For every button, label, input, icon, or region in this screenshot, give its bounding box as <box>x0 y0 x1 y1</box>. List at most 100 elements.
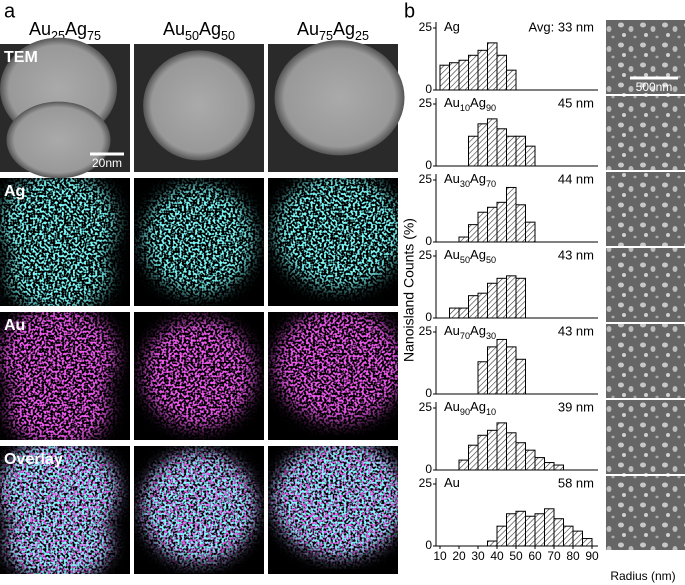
y-tick-label: 25 <box>419 400 433 414</box>
element-map <box>268 446 398 574</box>
y-tick-label: 25 <box>419 20 433 34</box>
bar <box>525 515 536 547</box>
panel-label: b <box>404 0 415 22</box>
y-tick-label: 25 <box>419 476 433 490</box>
bar <box>496 201 507 243</box>
panel-label: a <box>4 0 16 22</box>
bar <box>496 338 507 395</box>
element-map <box>0 446 130 574</box>
bar <box>468 444 479 471</box>
row-label: Au <box>4 317 25 334</box>
particle <box>274 40 405 156</box>
x-tick-label: 70 <box>547 549 561 563</box>
sem-image <box>606 248 685 322</box>
sem-image <box>606 400 685 474</box>
x-tick-label: 80 <box>566 549 580 563</box>
bar <box>496 422 507 471</box>
histogram-title: Au30Ag70 <box>444 171 496 189</box>
sem-image <box>606 324 685 398</box>
image-cell <box>134 44 264 172</box>
y-tick-label: 0 <box>425 462 432 476</box>
x-tick-label: 90 <box>585 549 599 563</box>
image-cell <box>268 446 398 574</box>
bar <box>458 459 469 471</box>
element-map <box>134 446 264 574</box>
bar <box>477 292 488 319</box>
bar <box>496 277 507 319</box>
row-label: Ag <box>4 183 25 200</box>
bar <box>477 49 488 91</box>
histogram: 0 25 Au70Ag30 43 nm <box>419 323 685 400</box>
column-header: Au75Ag25 <box>297 19 369 44</box>
bar <box>515 358 526 395</box>
bar <box>525 145 536 167</box>
bar <box>487 282 498 319</box>
sem-image <box>606 476 685 550</box>
bar <box>506 186 517 243</box>
annotation: 45 nm <box>558 95 594 110</box>
histogram: 0 25 Au10Ag90 45 nm <box>419 95 685 172</box>
bar <box>515 277 526 319</box>
bar <box>515 510 526 547</box>
bar <box>506 69 517 91</box>
bar <box>506 135 517 167</box>
annotation: 58 nm <box>558 475 594 490</box>
histogram-title: Au <box>444 475 460 490</box>
bar <box>477 211 488 243</box>
y-tick-label: 0 <box>425 538 432 552</box>
bar <box>525 221 536 243</box>
annotation: 43 nm <box>558 247 594 262</box>
y-tick-label: 0 <box>425 158 432 172</box>
bar <box>487 540 498 547</box>
bar <box>477 123 488 167</box>
bar <box>487 118 498 167</box>
x-tick-label: 10 <box>433 549 447 563</box>
bar <box>487 42 498 91</box>
image-cell <box>134 178 264 306</box>
y-tick-label: 25 <box>419 324 433 338</box>
histogram-title: Au10Ag90 <box>444 95 496 113</box>
bar <box>449 62 460 91</box>
y-tick-label: 25 <box>419 248 433 262</box>
x-axis-label: Radius (nm) <box>610 569 675 583</box>
image-cell <box>268 178 398 306</box>
element-map <box>268 178 398 306</box>
histogram: 0 25 Au90Ag10 39 nm <box>419 399 685 476</box>
annotation: Avg: 33 nm <box>528 19 594 34</box>
bar <box>534 457 545 471</box>
histogram: 0 25 Au 58 nm 10 20 30 40 50 60 70 80 90 <box>419 475 685 563</box>
histogram: 0 25 Au50Ag50 43 nm <box>419 247 685 324</box>
bar <box>515 442 526 471</box>
element-map <box>268 312 398 440</box>
histogram-title: Au70Ag30 <box>444 323 496 341</box>
scale-bar-label: 500nm <box>636 80 673 94</box>
bar <box>468 224 479 243</box>
y-tick-label: 0 <box>425 234 432 248</box>
row-label: Overlay <box>4 451 63 468</box>
bar <box>506 275 517 319</box>
bar <box>506 513 517 547</box>
panel-a: a Au25Ag75 TEM Ag Au Overlay Au50Ag50 Au75Ag25 2… <box>0 0 405 574</box>
bar <box>468 295 479 319</box>
y-axis-label: Nanoisland Counts (%) <box>401 218 417 362</box>
column-header: Au25Ag75 <box>29 19 101 44</box>
bar <box>496 525 507 547</box>
annotation: 39 nm <box>558 399 594 414</box>
image-cell <box>268 312 398 440</box>
bar <box>506 432 517 471</box>
bar <box>487 346 498 395</box>
bar <box>544 508 555 547</box>
image-cell: Ag <box>0 178 130 306</box>
x-tick-label: 30 <box>471 549 485 563</box>
bar <box>487 429 498 471</box>
image-cell <box>134 446 264 574</box>
sem-image <box>606 96 685 170</box>
bar <box>534 513 545 547</box>
bar <box>487 206 498 243</box>
bar <box>572 530 583 547</box>
histogram: 0 25 Au30Ag70 44 nm <box>419 171 685 248</box>
bar <box>553 464 564 471</box>
x-tick-label: 50 <box>509 549 523 563</box>
y-tick-label: 0 <box>425 310 432 324</box>
